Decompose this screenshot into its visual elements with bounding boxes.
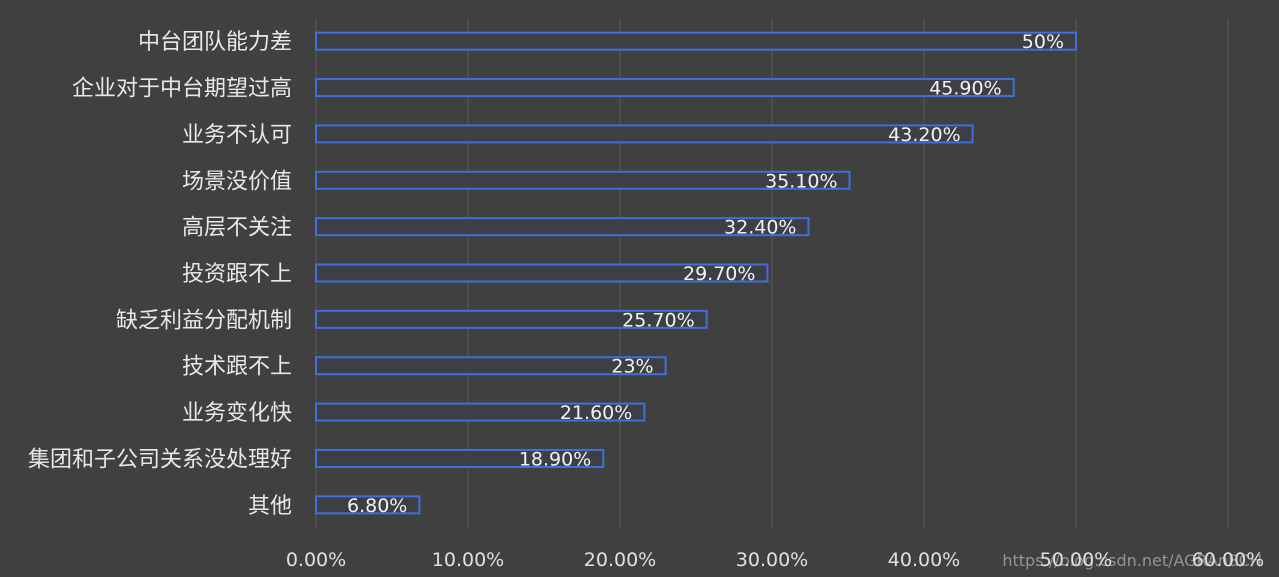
data-label-7: 23% — [611, 356, 653, 378]
data-label-0: 50% — [1022, 31, 1064, 53]
bar-10 — [315, 495, 421, 515]
bar-9 — [315, 448, 605, 468]
bar-3 — [315, 170, 851, 190]
x-tick-label-1: 10.00% — [432, 549, 504, 571]
x-tick-label-3: 30.00% — [736, 549, 808, 571]
category-label-7: 技术跟不上 — [182, 355, 292, 380]
bar-6 — [315, 309, 708, 329]
data-label-8: 21.60% — [560, 402, 632, 424]
category-label-6: 缺乏利益分配机制 — [116, 308, 292, 333]
data-label-9: 18.90% — [519, 448, 591, 470]
x-tick-label-0: 0.00% — [286, 549, 346, 571]
x-tick-label-4: 40.00% — [888, 549, 960, 571]
category-label-3: 场景没价值 — [182, 169, 292, 194]
x-tick-label-2: 20.00% — [584, 549, 656, 571]
bar-0 — [315, 31, 1077, 51]
x-tick-label-6: 60.00% — [1192, 549, 1264, 571]
x-axis-tick-labels: 0.00% 10.00% 20.00% 30.00% 40.00% 50.00% 60.00… — [286, 549, 1264, 571]
data-label-2: 43.20% — [888, 124, 960, 146]
category-labels: 中台团队能力差企业对于中台期望过高业务不认可场景没价值高层不关注投资跟不上缺乏利… — [28, 30, 292, 519]
category-label-8: 业务变化快 — [182, 401, 292, 426]
bar-5 — [315, 263, 769, 283]
bar-7 — [315, 356, 667, 376]
bar-4 — [315, 217, 810, 237]
bars — [315, 31, 1077, 515]
data-label-10: 6.80% — [347, 495, 407, 517]
category-label-5: 投资跟不上 — [182, 262, 292, 287]
data-label-1: 45.90% — [929, 78, 1001, 100]
category-label-10: 其他 — [248, 494, 292, 519]
data-label-5: 29.70% — [683, 263, 755, 285]
bar-1 — [315, 78, 1015, 98]
data-label-3: 35.10% — [765, 170, 837, 192]
data-label-4: 32.40% — [724, 217, 796, 239]
bar-2 — [315, 124, 974, 144]
category-label-9: 集团和子公司关系没处理好 — [28, 447, 292, 472]
bar-8 — [315, 402, 646, 422]
category-label-0: 中台团队能力差 — [138, 30, 292, 55]
x-tick-label-5: 50.00% — [1040, 549, 1112, 571]
watermark-text: https://blog.csdn.net/AGRAnBCH — [1002, 551, 1262, 570]
data-labels: 50% 45.90% 43.20% 35.10% 32.40% 29.70% 25.70% 2… — [347, 31, 1064, 517]
category-label-4: 高层不关注 — [182, 216, 292, 241]
category-label-1: 企业对于中台期望过高 — [72, 77, 292, 102]
category-label-2: 业务不认可 — [182, 123, 292, 148]
data-label-6: 25.70% — [622, 309, 694, 331]
